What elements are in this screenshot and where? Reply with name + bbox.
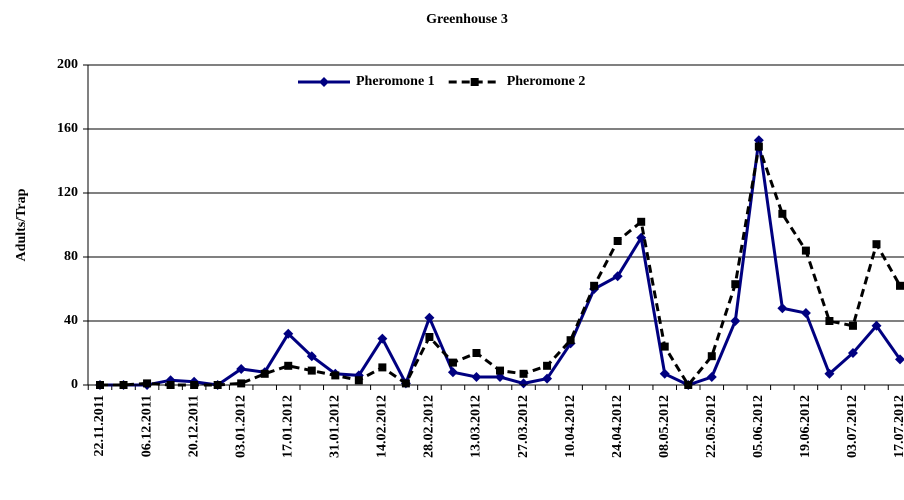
x-tick-label: 08.05.2012 — [657, 395, 672, 458]
chart-title: Greenhouse 3 — [426, 12, 508, 27]
data-point — [895, 354, 904, 365]
data-point — [319, 77, 329, 87]
x-tick-label: 05.06.2012 — [751, 395, 766, 458]
series-line — [100, 140, 902, 388]
data-point — [825, 317, 834, 325]
x-tick-label: 27.03.2012 — [516, 395, 531, 458]
legend-label: Pheromone 1 — [356, 74, 435, 89]
series-line — [100, 139, 902, 388]
x-tick-label: 03.01.2012 — [233, 395, 248, 458]
data-point — [848, 321, 857, 330]
data-point — [871, 320, 882, 331]
y-tick-label: 200 — [57, 57, 78, 72]
data-point — [354, 376, 363, 385]
data-point — [801, 246, 810, 255]
x-tick-label: 17.07.2012 — [892, 395, 904, 458]
data-point — [447, 367, 458, 378]
x-tick-label: 06.12.2011 — [139, 395, 154, 457]
x-tick-label: 20.12.2011 — [186, 395, 201, 457]
data-point — [448, 358, 457, 367]
data-point — [518, 378, 529, 389]
data-point — [590, 281, 599, 290]
data-point — [236, 364, 247, 374]
data-point — [800, 308, 811, 318]
data-point — [566, 336, 575, 345]
y-tick-label: 0 — [71, 377, 78, 392]
data-point — [778, 209, 787, 218]
data-point — [377, 333, 388, 344]
data-point — [283, 328, 294, 339]
data-point — [542, 373, 553, 384]
data-point — [307, 366, 316, 375]
data-point — [284, 361, 293, 370]
data-point — [143, 379, 152, 388]
data-point — [425, 333, 434, 341]
x-tick-label: 13.03.2012 — [469, 395, 484, 458]
data-point — [637, 217, 646, 226]
y-tick-label: 160 — [57, 121, 78, 136]
data-point — [237, 379, 246, 388]
y-tick-label: 40 — [64, 313, 78, 328]
data-point — [660, 342, 669, 351]
y-axis-label: Adults/Trap — [14, 188, 29, 261]
data-point — [378, 363, 387, 372]
data-point — [706, 372, 717, 382]
x-tick-label: 22.05.2012 — [704, 395, 719, 458]
data-point — [424, 312, 435, 323]
legend-label: Pheromone 2 — [507, 74, 586, 89]
y-tick-label: 80 — [64, 249, 78, 264]
x-tick-label: 10.04.2012 — [563, 395, 578, 458]
data-point — [659, 368, 670, 379]
x-tick-label: 19.06.2012 — [798, 395, 813, 458]
x-tick-label: 28.02.2012 — [422, 395, 437, 458]
data-point — [754, 142, 763, 151]
data-point — [730, 316, 741, 326]
data-point — [731, 280, 740, 289]
x-tick-label: 03.07.2012 — [845, 395, 860, 458]
plot-area — [95, 135, 904, 390]
data-point — [612, 271, 623, 282]
x-tick-label: 17.01.2012 — [280, 395, 295, 458]
data-point — [777, 303, 788, 314]
data-point — [470, 78, 479, 86]
data-point — [847, 348, 858, 358]
x-tick-label: 14.02.2012 — [375, 395, 390, 458]
data-point — [519, 369, 528, 378]
y-tick-label: 120 — [57, 185, 78, 200]
data-point — [613, 237, 622, 245]
data-point — [872, 240, 881, 249]
data-point — [260, 369, 269, 378]
x-tick-label: 31.01.2012 — [328, 395, 343, 458]
x-tick-label: 22.11.2011 — [92, 395, 107, 456]
data-point — [707, 352, 716, 361]
data-point — [331, 371, 340, 380]
data-point — [824, 368, 835, 379]
data-point — [471, 372, 482, 382]
data-point — [896, 281, 904, 290]
data-point — [306, 351, 317, 362]
data-point — [496, 366, 505, 375]
data-point — [401, 379, 410, 388]
data-point — [543, 361, 552, 370]
x-tick-label: 24.04.2012 — [610, 395, 625, 458]
data-point — [472, 349, 481, 357]
